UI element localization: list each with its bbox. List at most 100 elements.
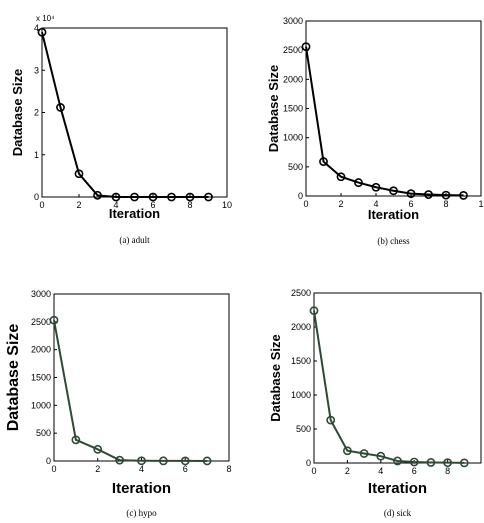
data-point bbox=[111, 192, 121, 202]
x-tick-label: 2 bbox=[338, 199, 343, 209]
y-multiplier-label: x 10⁴ bbox=[36, 14, 55, 23]
data-point bbox=[148, 192, 158, 202]
data-point bbox=[115, 455, 125, 465]
data-point bbox=[443, 458, 452, 468]
data-point bbox=[137, 456, 146, 466]
y-tick-label: 2500 bbox=[283, 45, 303, 55]
x-tick-label: 0 bbox=[311, 466, 316, 476]
chart-caption: (b) chess bbox=[377, 236, 410, 246]
x-tick-label: 4 bbox=[373, 199, 378, 209]
x-tick-label: 0 bbox=[51, 464, 56, 474]
y-axis-label: Database Size bbox=[5, 324, 22, 432]
data-point bbox=[393, 456, 402, 466]
y-tick-label: 0 bbox=[46, 456, 51, 466]
chart-caption: (a) adult bbox=[119, 235, 150, 245]
y-tick-label: 1000 bbox=[291, 390, 311, 400]
y-tick-label: 2 bbox=[34, 108, 39, 118]
y-tick-label: 2000 bbox=[283, 74, 303, 84]
y-tick-label: 2500 bbox=[291, 288, 311, 298]
data-point bbox=[342, 446, 352, 456]
data-point bbox=[459, 458, 469, 468]
data-point bbox=[336, 172, 346, 182]
x-tick-label: 10 bbox=[222, 200, 232, 210]
data-point bbox=[93, 444, 103, 454]
y-tick-label: 3000 bbox=[31, 289, 51, 299]
data-point bbox=[180, 456, 190, 466]
chart-panel-2: 0 2 4 6 8 1050010001500200025003000IterationD… bbox=[266, 16, 484, 246]
x-tick-label: 2 bbox=[76, 200, 81, 210]
y-axis-label: Database Size bbox=[268, 334, 283, 421]
x-axis-label: Iteration bbox=[368, 480, 427, 497]
y-tick-label: 2000 bbox=[291, 322, 311, 332]
x-tick-label: 8 bbox=[445, 466, 450, 476]
data-point bbox=[309, 306, 319, 316]
y-tick-label: 2000 bbox=[31, 345, 51, 355]
x-axis-label: Iteration bbox=[112, 480, 171, 497]
chart-caption: (c) hypo bbox=[126, 508, 157, 518]
x-tick-label: 2 bbox=[95, 464, 100, 474]
y-tick-label: 1000 bbox=[283, 133, 303, 143]
x-axis-label: Iteration bbox=[368, 207, 419, 222]
plot-frame bbox=[53, 293, 230, 462]
y-tick-label: 0 bbox=[306, 458, 311, 468]
y-tick-label: 500 bbox=[288, 162, 303, 172]
chart-panel-4: 0 2 4 6 8 0 500 1000 1500 2000 2500 Iteration Databa… bbox=[268, 288, 482, 518]
data-point bbox=[389, 186, 398, 196]
data-point bbox=[371, 182, 381, 192]
y-axis-label: Database Size bbox=[266, 65, 281, 152]
y-tick-label: 3000 bbox=[283, 16, 303, 26]
x-tick-label: 6 bbox=[408, 199, 413, 209]
y-tick-label: 0 bbox=[34, 192, 39, 202]
series-line bbox=[53, 319, 208, 462]
data-point bbox=[167, 192, 176, 202]
data-point bbox=[71, 435, 81, 445]
x-tick-label: 6 bbox=[183, 464, 188, 474]
data-point bbox=[441, 190, 451, 200]
chart-panel-3: 0 2 4 6 8 0 500 1000 1500 2000 2500 3000 Iteration Da… bbox=[5, 289, 232, 518]
data-point bbox=[409, 457, 419, 467]
data-point bbox=[301, 42, 311, 52]
x-tick-label: 4 bbox=[378, 466, 383, 476]
plot-frame bbox=[313, 292, 482, 464]
data-point bbox=[130, 192, 139, 202]
y-tick-label: 2500 bbox=[31, 317, 51, 327]
data-point bbox=[37, 27, 47, 37]
x-axis-label: Iteration bbox=[109, 206, 160, 221]
data-point bbox=[202, 456, 212, 466]
data-point bbox=[185, 192, 195, 202]
y-tick-label: 500 bbox=[36, 428, 51, 438]
y-tick-label: 3 bbox=[34, 65, 39, 75]
y-tick-label: 500 bbox=[296, 424, 311, 434]
x-tick-label: 0 bbox=[39, 200, 44, 210]
data-point bbox=[49, 315, 59, 325]
x-tick-label: 4 bbox=[139, 464, 144, 474]
data-point bbox=[354, 178, 363, 187]
y-tick-label: 1000 bbox=[31, 400, 51, 410]
plot-frame bbox=[41, 27, 228, 198]
x-tick-label: 1 bbox=[478, 199, 483, 209]
data-point bbox=[158, 456, 168, 466]
data-point bbox=[376, 451, 386, 461]
data-point bbox=[74, 169, 84, 179]
data-point bbox=[326, 415, 336, 425]
data-point bbox=[204, 192, 213, 202]
series-line bbox=[305, 46, 464, 197]
x-tick-label: 4 bbox=[113, 200, 118, 210]
y-tick-label: 1500 bbox=[283, 104, 303, 114]
y-tick-label: 0 bbox=[298, 191, 303, 201]
series-line bbox=[313, 310, 465, 464]
x-tick-label: 8 bbox=[226, 464, 231, 474]
x-tick-label: 8 bbox=[187, 200, 192, 210]
data-point bbox=[359, 449, 369, 458]
data-point bbox=[319, 157, 328, 166]
y-tick-label: 4 bbox=[34, 23, 39, 33]
data-point bbox=[56, 103, 65, 112]
y-tick-label: 1500 bbox=[31, 373, 51, 383]
y-axis-label: Database Size bbox=[10, 69, 25, 156]
x-tick-label: 6 bbox=[412, 466, 417, 476]
y-tick-label: 1 bbox=[34, 150, 39, 160]
x-tick-label: 6 bbox=[150, 200, 155, 210]
y-tick-label: 1500 bbox=[291, 356, 311, 366]
